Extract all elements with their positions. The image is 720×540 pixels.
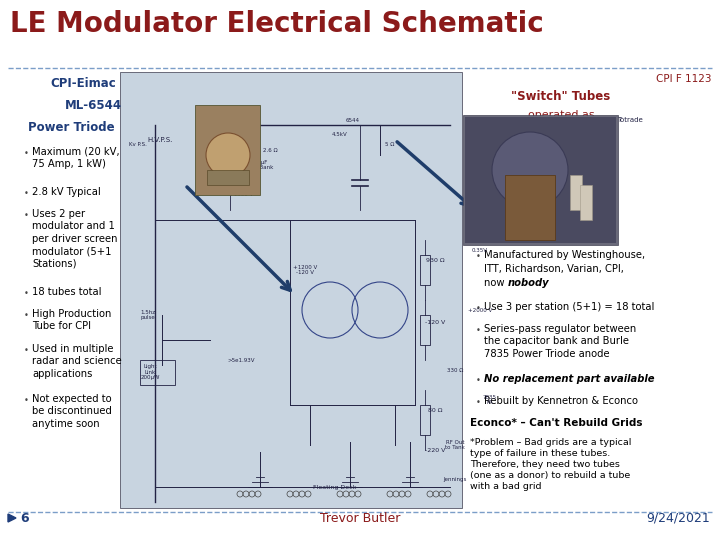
Text: •: • (24, 346, 29, 355)
Text: Trevor Butler: Trevor Butler (320, 511, 400, 524)
Text: High Production
Tube for CPI: High Production Tube for CPI (32, 309, 112, 332)
Text: •: • (476, 304, 481, 313)
Text: •: • (24, 396, 29, 405)
Text: 930 Ω: 930 Ω (426, 258, 444, 262)
Bar (463, 115, 618, 245)
Text: 2.6 Ω: 2.6 Ω (263, 147, 277, 152)
Text: ML-6544: ML-6544 (65, 99, 122, 112)
Text: Used in multiple
radar and science
applications: Used in multiple radar and science appli… (32, 344, 122, 379)
Bar (570, 175, 582, 210)
Text: 18 tubes total: 18 tubes total (32, 287, 102, 297)
Text: -220 V: -220 V (425, 448, 445, 453)
Text: Jennings: Jennings (444, 477, 467, 483)
Text: 1.5hz
pulse: 1.5hz pulse (140, 309, 156, 320)
Text: •: • (476, 398, 481, 407)
Text: Floating Deck: Floating Deck (313, 485, 356, 490)
Bar (580, 185, 592, 220)
Text: Power Triode: Power Triode (28, 121, 114, 134)
Text: •: • (476, 326, 481, 335)
Text: 50 kV  Standoff: 50 kV Standoff (521, 150, 601, 160)
Text: Rebuilt by Kennetron & Econco: Rebuilt by Kennetron & Econco (484, 396, 638, 406)
Text: RF Out
to Tank: RF Out to Tank (445, 440, 465, 450)
Text: LE Modulator Electrical Schematic: LE Modulator Electrical Schematic (10, 10, 544, 38)
Text: Uses 2 per
modulator and 1
per driver screen
modulator (5+1
Stations): Uses 2 per modulator and 1 per driver sc… (32, 209, 117, 268)
Circle shape (492, 132, 568, 208)
Text: operated as: operated as (528, 110, 594, 120)
Text: nobody: nobody (508, 278, 549, 288)
Text: 30 μF
Cap Bank: 30 μF Cap Bank (247, 160, 273, 171)
Text: Ignatron: Ignatron (531, 117, 559, 123)
Bar (465, 117, 616, 243)
Text: ITT, Richardson, Varian, CPI,: ITT, Richardson, Varian, CPI, (484, 264, 624, 274)
Text: Manufactured by Westinghouse,: Manufactured by Westinghouse, (484, 250, 645, 260)
Text: >5e1.93V: >5e1.93V (228, 357, 255, 362)
Text: +1350 V: +1350 V (229, 192, 253, 198)
Text: CPI-Eimac: CPI-Eimac (50, 77, 116, 90)
Bar (207, 170, 249, 185)
Text: ~350 Amps Total: ~350 Amps Total (517, 186, 606, 196)
Text: CPI F 1123: CPI F 1123 (657, 74, 712, 84)
Text: Maximum (20 kV,
75 Amp, 1 kW): Maximum (20 kV, 75 Amp, 1 kW) (32, 147, 120, 170)
Text: Light
Link
200μW: Light Link 200μW (140, 364, 160, 380)
Text: +1200 V
-120 V: +1200 V -120 V (293, 265, 317, 275)
Bar (420, 405, 430, 435)
Bar (505, 175, 555, 240)
Text: linear amplifiers: linear amplifiers (516, 128, 606, 138)
Text: •: • (24, 189, 29, 198)
Text: 6544: 6544 (346, 118, 360, 123)
Text: •: • (476, 376, 481, 385)
Polygon shape (8, 514, 16, 522)
Text: *Problem – Bad grids are a typical
type of failure in these tubes.
Therefore, th: *Problem – Bad grids are a typical type … (470, 438, 631, 491)
Text: Kv P.S.: Kv P.S. (129, 143, 147, 147)
Text: "Switch" Tubes: "Switch" Tubes (511, 90, 611, 103)
Text: 2.8 kV Typical: 2.8 kV Typical (32, 187, 101, 197)
Bar (120, 72, 462, 508)
Text: 7835
PA: 7835 PA (483, 395, 497, 406)
Circle shape (206, 133, 250, 177)
Text: Series-pass regulator between
the capacitor bank and Burle
7835 Power Triode ano: Series-pass regulator between the capaci… (484, 324, 636, 359)
Text: H.V.P.S.: H.V.P.S. (148, 137, 173, 143)
Text: -120 V: -120 V (425, 320, 445, 325)
Text: 0.35V: 0.35V (472, 247, 488, 253)
Text: Totrade: Totrade (617, 117, 643, 123)
Text: Use 3 per station (5+1) = 18 total: Use 3 per station (5+1) = 18 total (484, 302, 654, 312)
Text: now: now (484, 278, 508, 288)
Text: No replacement part available: No replacement part available (484, 374, 654, 384)
Text: •: • (476, 252, 481, 261)
Bar (195, 105, 260, 195)
Bar (140, 360, 175, 385)
Text: 5 Ω: 5 Ω (385, 143, 395, 147)
Text: 4.5kV: 4.5kV (332, 132, 348, 138)
Text: 6: 6 (20, 511, 29, 524)
Text: ~100 Amps each: ~100 Amps each (516, 168, 606, 178)
Text: •: • (24, 311, 29, 320)
Text: +2000 V: +2000 V (468, 307, 492, 313)
Text: Not expected to
be discontinued
anytime soon: Not expected to be discontinued anytime … (32, 394, 112, 429)
Bar (420, 315, 430, 345)
Bar (420, 255, 430, 285)
Text: •: • (24, 211, 29, 220)
Text: •: • (24, 149, 29, 158)
Text: •: • (24, 289, 29, 298)
Text: Econco* – Can't Rebuild Grids: Econco* – Can't Rebuild Grids (470, 418, 642, 428)
Text: 80 Ω: 80 Ω (428, 408, 442, 413)
Text: 330 Ω: 330 Ω (447, 368, 463, 373)
Text: 9/24/2021: 9/24/2021 (647, 511, 710, 524)
Text: -42 kV: -42 kV (210, 143, 230, 147)
